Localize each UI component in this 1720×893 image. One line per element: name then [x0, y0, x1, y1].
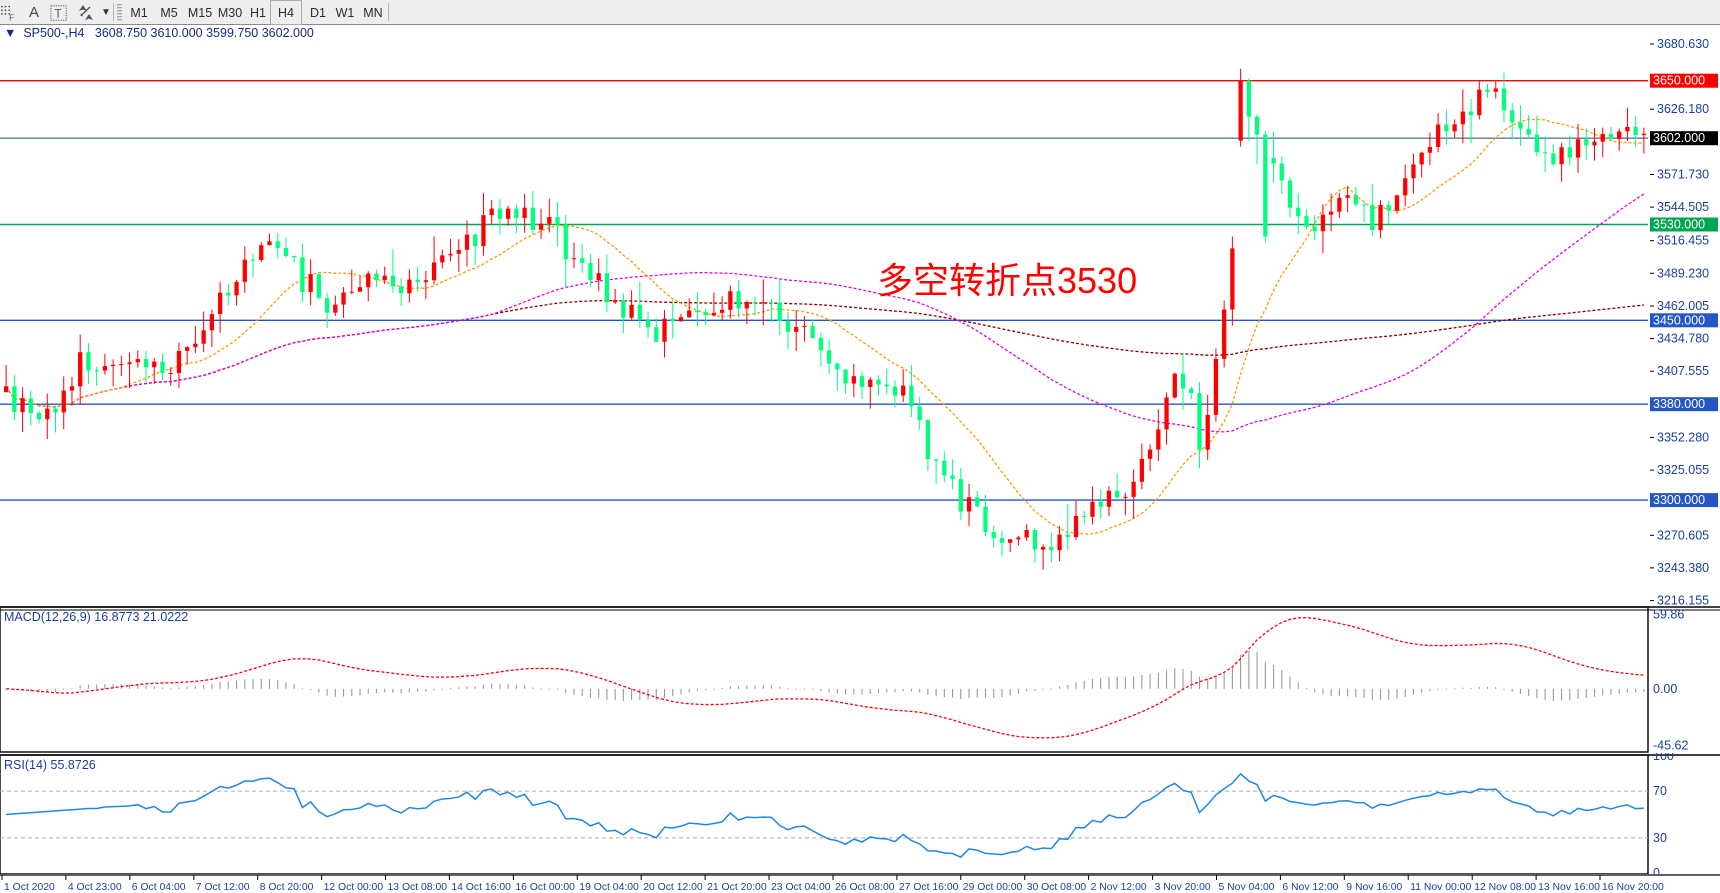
svg-text:59.86: 59.86: [1653, 607, 1684, 621]
svg-text:16 Oct 00:00: 16 Oct 00:00: [515, 882, 575, 893]
svg-text:0.00: 0.00: [1653, 682, 1677, 696]
svg-text:13 Oct 08:00: 13 Oct 08:00: [388, 882, 448, 893]
svg-text:3650.000: 3650.000: [1653, 74, 1705, 88]
svg-text:3434.780: 3434.780: [1657, 332, 1709, 346]
svg-text:MACD(12,26,9) 16.8773 21.0222: MACD(12,26,9) 16.8773 21.0222: [4, 610, 188, 624]
svg-text:2 Nov 12:00: 2 Nov 12:00: [1091, 882, 1147, 893]
svg-text:3325.055: 3325.055: [1657, 463, 1709, 477]
svg-text:3 Nov 20:00: 3 Nov 20:00: [1155, 882, 1211, 893]
svg-text:30 Oct 08:00: 30 Oct 08:00: [1027, 882, 1087, 893]
svg-text:13 Nov 16:00: 13 Nov 16:00: [1538, 882, 1600, 893]
svg-text:3530.000: 3530.000: [1653, 218, 1705, 232]
svg-text:1 Oct 2020: 1 Oct 2020: [4, 882, 55, 893]
svg-text:4 Oct 23:00: 4 Oct 23:00: [68, 882, 122, 893]
svg-text:30: 30: [1653, 831, 1667, 845]
svg-text:3626.180: 3626.180: [1657, 102, 1709, 116]
svg-text:3243.380: 3243.380: [1657, 561, 1709, 575]
svg-text:3602.000: 3602.000: [1653, 131, 1705, 145]
svg-text:11 Nov 00:00: 11 Nov 00:00: [1410, 882, 1471, 893]
svg-text:27 Oct 16:00: 27 Oct 16:00: [899, 882, 959, 893]
svg-text:21 Oct 20:00: 21 Oct 20:00: [707, 882, 767, 893]
svg-text:8 Oct 20:00: 8 Oct 20:00: [260, 882, 314, 893]
svg-text:70: 70: [1653, 784, 1667, 798]
svg-text:6 Oct 04:00: 6 Oct 04:00: [132, 882, 186, 893]
svg-text:16 Nov 20:00: 16 Nov 20:00: [1602, 882, 1664, 893]
svg-text:-45.62: -45.62: [1653, 739, 1688, 753]
svg-text:3489.230: 3489.230: [1657, 266, 1709, 280]
svg-text:12 Nov 08:00: 12 Nov 08:00: [1474, 882, 1536, 893]
svg-text:3516.455: 3516.455: [1657, 234, 1709, 248]
svg-text:3680.630: 3680.630: [1657, 37, 1709, 51]
svg-text:12 Oct 00:00: 12 Oct 00:00: [324, 882, 384, 893]
svg-text:3462.005: 3462.005: [1657, 299, 1709, 313]
svg-text:3450.000: 3450.000: [1653, 313, 1705, 327]
svg-text:19 Oct 04:00: 19 Oct 04:00: [579, 882, 639, 893]
svg-text:14 Oct 16:00: 14 Oct 16:00: [451, 882, 511, 893]
svg-text:20 Oct 12:00: 20 Oct 12:00: [643, 882, 703, 893]
svg-text:29 Oct 00:00: 29 Oct 00:00: [963, 882, 1023, 893]
svg-text:100: 100: [1653, 753, 1674, 763]
svg-text:3300.000: 3300.000: [1653, 493, 1705, 507]
svg-text:3407.555: 3407.555: [1657, 364, 1709, 378]
svg-text:7 Oct 12:00: 7 Oct 12:00: [196, 882, 250, 893]
svg-text:3270.605: 3270.605: [1657, 528, 1709, 542]
svg-text:3380.000: 3380.000: [1653, 397, 1705, 411]
svg-text:多空转折点3530: 多空转折点3530: [877, 260, 1137, 301]
svg-text:9 Nov 16:00: 9 Nov 16:00: [1346, 882, 1402, 893]
svg-text:3544.505: 3544.505: [1657, 200, 1709, 214]
svg-text:26 Oct 08:00: 26 Oct 08:00: [835, 882, 895, 893]
svg-text:RSI(14) 55.8726: RSI(14) 55.8726: [4, 758, 96, 772]
svg-text:23 Oct 04:00: 23 Oct 04:00: [771, 882, 831, 893]
svg-text:3352.280: 3352.280: [1657, 430, 1709, 444]
svg-text:5 Nov 04:00: 5 Nov 04:00: [1219, 882, 1275, 893]
svg-text:6 Nov 12:00: 6 Nov 12:00: [1282, 882, 1338, 893]
svg-text:3571.730: 3571.730: [1657, 168, 1709, 182]
